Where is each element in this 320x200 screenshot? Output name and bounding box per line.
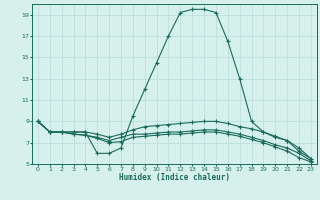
X-axis label: Humidex (Indice chaleur): Humidex (Indice chaleur) [119, 173, 230, 182]
